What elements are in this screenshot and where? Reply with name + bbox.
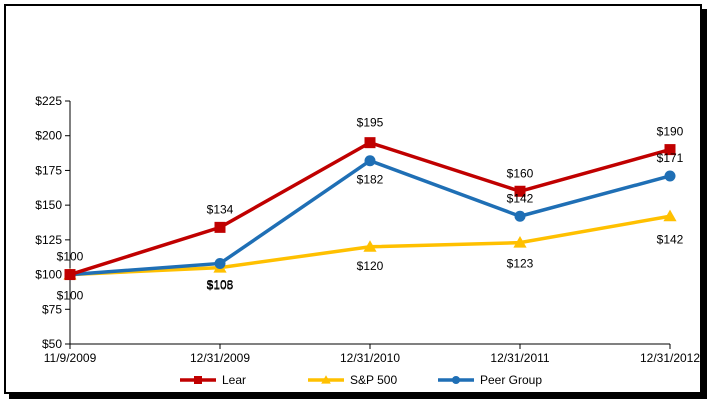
data-label-s-p-500: $123 <box>507 257 534 271</box>
y-tick-label: $125 <box>35 233 62 247</box>
data-point-peer-group <box>364 155 376 167</box>
y-tick-label: $175 <box>35 163 62 177</box>
data-point-s-p-500 <box>363 240 377 252</box>
legend-marker-s-p-500 <box>321 375 331 384</box>
legend-marker-lear <box>194 376 202 384</box>
data-label-peer-group: $100 <box>57 289 84 303</box>
data-point-lear <box>514 185 526 197</box>
data-point-lear <box>64 269 76 281</box>
x-tick-label: 12/31/2009 <box>190 351 250 365</box>
legend-label-s-p-500: S&P 500 <box>350 373 397 387</box>
legend-label-peer-group: Peer Group <box>480 373 542 387</box>
y-tick-label: $50 <box>42 337 62 351</box>
y-tick-label: $150 <box>35 198 62 212</box>
data-label-lear: $100 <box>57 250 84 264</box>
data-point-lear <box>214 221 226 233</box>
data-label-s-p-500: $105 <box>207 279 234 293</box>
data-label-lear: $190 <box>657 125 684 139</box>
data-point-peer-group <box>214 257 226 269</box>
x-tick-label: 12/31/2012 <box>640 351 700 365</box>
data-point-peer-group <box>514 210 526 222</box>
y-tick-label: $225 <box>35 94 62 108</box>
x-tick-label: 12/31/2011 <box>490 351 549 365</box>
data-point-s-p-500 <box>663 209 677 222</box>
x-tick-label: 11/9/2009 <box>44 351 97 365</box>
legend-marker-peer-group <box>452 376 460 384</box>
y-tick-label: $200 <box>35 129 62 143</box>
data-label-lear: $134 <box>207 202 234 216</box>
data-point-lear <box>664 144 676 156</box>
data-label-lear: $195 <box>357 116 384 130</box>
data-point-s-p-500 <box>513 236 527 248</box>
data-label-s-p-500: $142 <box>657 232 684 246</box>
y-tick-label: $75 <box>42 302 62 316</box>
data-label-peer-group: $171 <box>657 151 684 165</box>
data-label-lear: $160 <box>507 166 534 180</box>
x-tick-label: 12/31/2010 <box>340 351 400 365</box>
legend-label-lear: Lear <box>222 373 246 387</box>
data-label-peer-group: $142 <box>507 191 534 205</box>
data-label-peer-group: $182 <box>357 173 384 187</box>
y-tick-label: $100 <box>35 268 62 282</box>
data-point-lear <box>364 137 376 149</box>
data-label-s-p-500: $120 <box>357 259 384 273</box>
data-point-peer-group <box>664 170 676 182</box>
data-label-peer-group: $108 <box>207 277 234 291</box>
